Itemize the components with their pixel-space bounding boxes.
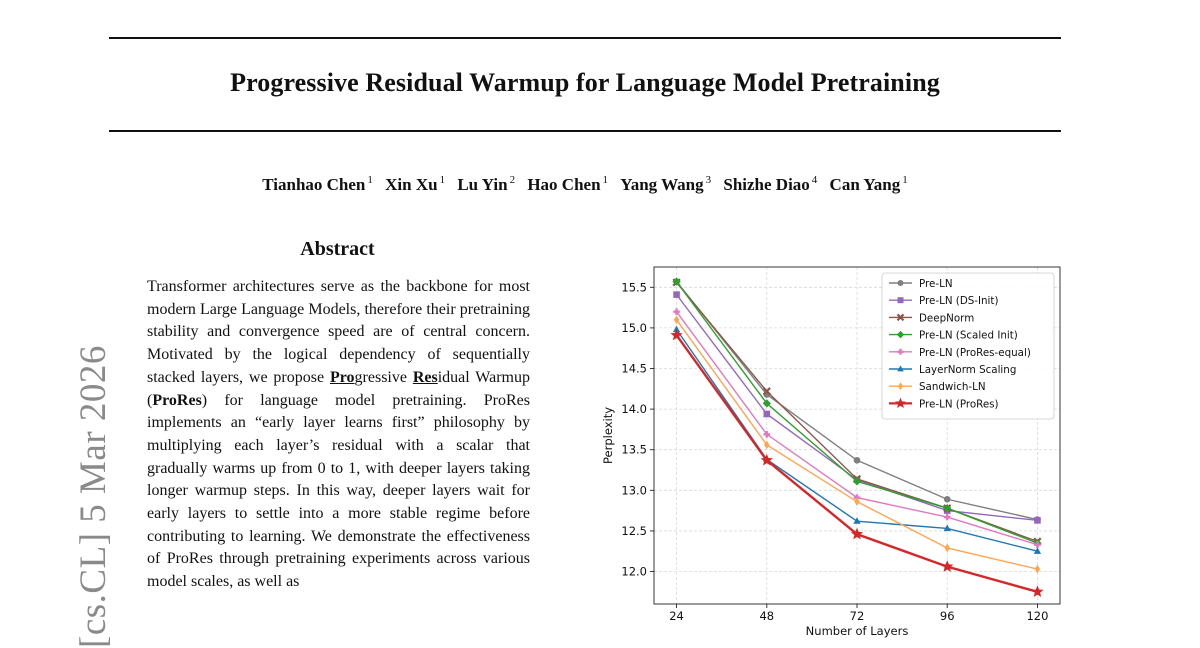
perplexity-chart: 12.0 12.5 13.0 13.5 14.0 14.5 15.0 15.5 24 48 72 96…: [601, 266, 1061, 638]
data-point: [943, 513, 951, 521]
author-list: Tianhao Chen 1 Xin Xu 1 Lu Yin 2 Hao Chen 1 …: [109, 174, 1061, 195]
data-point: [944, 543, 950, 553]
legend-entry: Pre-LN (ProRes): [889, 397, 999, 410]
x-tick-label: 48: [759, 609, 774, 623]
data-point: [760, 453, 773, 466]
legend-label: Pre-LN (DS-Init): [919, 295, 998, 307]
data-point: [941, 560, 954, 572]
data-point: [853, 456, 861, 464]
legend-frame: [881, 272, 1055, 420]
legend-entry: Pre-LN (Scaled Init): [889, 330, 1018, 342]
data-point: [854, 497, 860, 506]
author: Tianhao Chen 1: [262, 174, 373, 194]
data-point: [897, 297, 904, 304]
legend-entry: Pre-LN (ProRes-equal): [889, 347, 1031, 359]
legend-label: Sandwich-LN: [919, 381, 986, 393]
data-point: [763, 410, 771, 418]
y-tick-label: 14.5: [621, 362, 647, 376]
author: Lu Yin 2: [457, 174, 516, 194]
data-point: [1034, 541, 1041, 549]
data-point: [673, 291, 680, 298]
y-axis-label: Perplexity: [601, 407, 615, 464]
data-point: [895, 397, 906, 409]
legend-entry: LayerNorm Scaling: [889, 364, 1016, 376]
x-tick-label: 72: [850, 609, 865, 623]
data-point: [762, 399, 771, 408]
x-tick-label: 96: [940, 609, 955, 623]
legend-label: LayerNorm Scaling: [919, 364, 1016, 376]
author: Can Yang 1: [829, 174, 908, 194]
y-tick-label: 12.0: [621, 565, 647, 579]
y-tick-label: 13.5: [621, 443, 647, 457]
legend-entry: Pre-LN (DS-Init): [889, 295, 998, 307]
data-point: [670, 328, 683, 341]
author: Xin Xu 1: [385, 174, 446, 194]
legend: Pre-LN Pre-LN (DS-Init) DeepNorm Pre-LN (Sc…: [881, 272, 1055, 420]
y-tick-label: 12.5: [621, 524, 647, 538]
data-point: [1034, 564, 1041, 574]
title-rule-top: [109, 37, 1061, 39]
author: Hao Chen 1: [527, 174, 609, 194]
x-tick-label: 24: [669, 609, 684, 623]
legend-entry: Sandwich-LN: [889, 381, 986, 393]
data-point: [898, 382, 903, 391]
y-tick-label: 13.0: [621, 483, 647, 497]
y-tick-label: 15.0: [621, 321, 647, 335]
arxiv-side-stamp: [cs.CL] 5 Mar 2026: [73, 345, 114, 648]
data-point: [852, 477, 862, 486]
paper-title: Progressive Residual Warmup for Language…: [230, 68, 940, 97]
author: Shizhe Diao 4: [723, 174, 818, 194]
data-point: [673, 315, 680, 325]
legend-label: Pre-LN (Scaled Init): [919, 330, 1018, 342]
legend-entry: Pre-LN: [889, 278, 953, 290]
legend-label: Pre-LN: [919, 278, 953, 290]
data-point: [853, 517, 861, 524]
data-point: [943, 495, 951, 503]
data-point: [762, 387, 771, 396]
legend-entry: DeepNorm: [889, 312, 974, 324]
data-point: [897, 365, 904, 372]
data-point: [1033, 547, 1042, 554]
legend-label: Pre-LN (ProRes-equal): [919, 347, 1031, 359]
abstract-body: Transformer architectures serve as the b…: [147, 278, 530, 591]
data-point: [1031, 585, 1044, 597]
x-tick-label: 120: [1026, 609, 1048, 623]
series: [673, 315, 1041, 574]
data-point: [764, 440, 770, 450]
plot-area: 12.0 12.5 13.0 13.5 14.0 14.5 15.0 15.5 24 48 72 96…: [601, 266, 1061, 638]
x-axis-label: Number of Layers: [806, 624, 909, 638]
data-point: [896, 313, 905, 322]
data-point: [763, 430, 771, 438]
title-rule-bottom: [109, 130, 1061, 132]
data-point: [673, 308, 680, 315]
data-point: [1034, 517, 1041, 524]
y-tick-label: 15.5: [621, 280, 647, 294]
data-point: [850, 527, 864, 540]
data-point: [672, 277, 681, 286]
author: Yang Wang 3: [620, 174, 712, 194]
data-point: [897, 348, 904, 355]
legend-label: Pre-LN (ProRes): [919, 398, 999, 410]
legend-label: DeepNorm: [919, 312, 974, 324]
series: [672, 325, 1042, 554]
data-point: [896, 330, 905, 339]
data-point: [943, 524, 951, 532]
data-point: [943, 504, 952, 513]
abstract-heading: Abstract: [300, 238, 375, 260]
y-tick-label: 14.0: [621, 402, 647, 416]
series: [670, 328, 1044, 597]
data-point: [897, 280, 904, 286]
